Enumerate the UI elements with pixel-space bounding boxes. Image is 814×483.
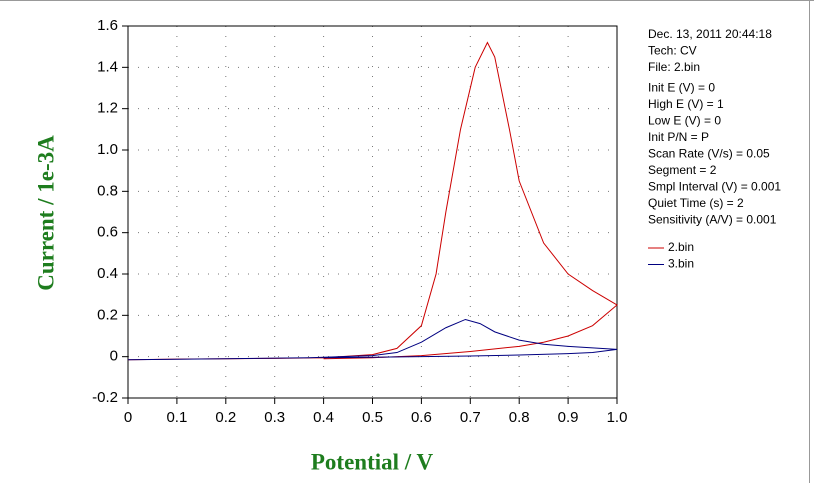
x-tick-label: 0.4 [313,409,334,426]
y-tick-label: 0.2 [97,306,118,323]
info-line: High E (V) = 1 [648,97,724,111]
x-tick-label: 0 [124,409,132,426]
y-tick-label: 1.6 [97,17,118,34]
y-tick-label: 1.4 [97,58,118,75]
info-line: Sensitivity (A/V) = 0.001 [648,213,777,227]
x-tick-label: 0.9 [558,409,579,426]
info-line: Quiet Time (s) = 2 [648,196,744,210]
y-axis-title: Current / 1e-3A [33,135,58,291]
x-tick-label: 0.3 [264,409,285,426]
y-tick-label: 1.2 [97,100,118,117]
y-tick-label: 0.4 [97,265,118,282]
plot-frame [127,25,618,399]
info-line: Low E (V) = 0 [648,114,721,128]
data-line [127,318,618,361]
x-tick-label: 0.1 [166,409,187,426]
info-line: Smpl Interval (V) = 0.001 [648,180,781,194]
info-line: Dec. 13, 2011 20:44:18 [648,27,772,41]
y-tick-label: 0.8 [97,182,118,199]
y-tick-label: 1.0 [97,141,118,158]
info-line: Tech: CV [648,44,697,58]
x-tick-label: 1.0 [607,409,628,426]
info-line: Init E (V) = 0 [648,81,715,95]
legend-label: 2.bin [668,240,694,254]
info-line: Segment = 2 [648,163,717,177]
info-line: File: 2.bin [648,60,700,74]
x-tick-label: 0.7 [460,409,481,426]
info-line: Init P/N = P [648,130,709,144]
info-line: Scan Rate (V/s) = 0.05 [648,147,770,161]
x-tick-label: 0.8 [509,409,530,426]
x-tick-label: 0.6 [411,409,432,426]
x-tick-label: 0.2 [215,409,236,426]
y-tick-label: 0.6 [97,224,118,241]
x-tick-label: 0.5 [362,409,383,426]
x-axis-title: Potential / V [311,449,434,474]
legend-label: 3.bin [668,257,694,271]
y-tick-label: -0.2 [92,389,118,406]
y-tick-label: 0 [110,348,118,365]
